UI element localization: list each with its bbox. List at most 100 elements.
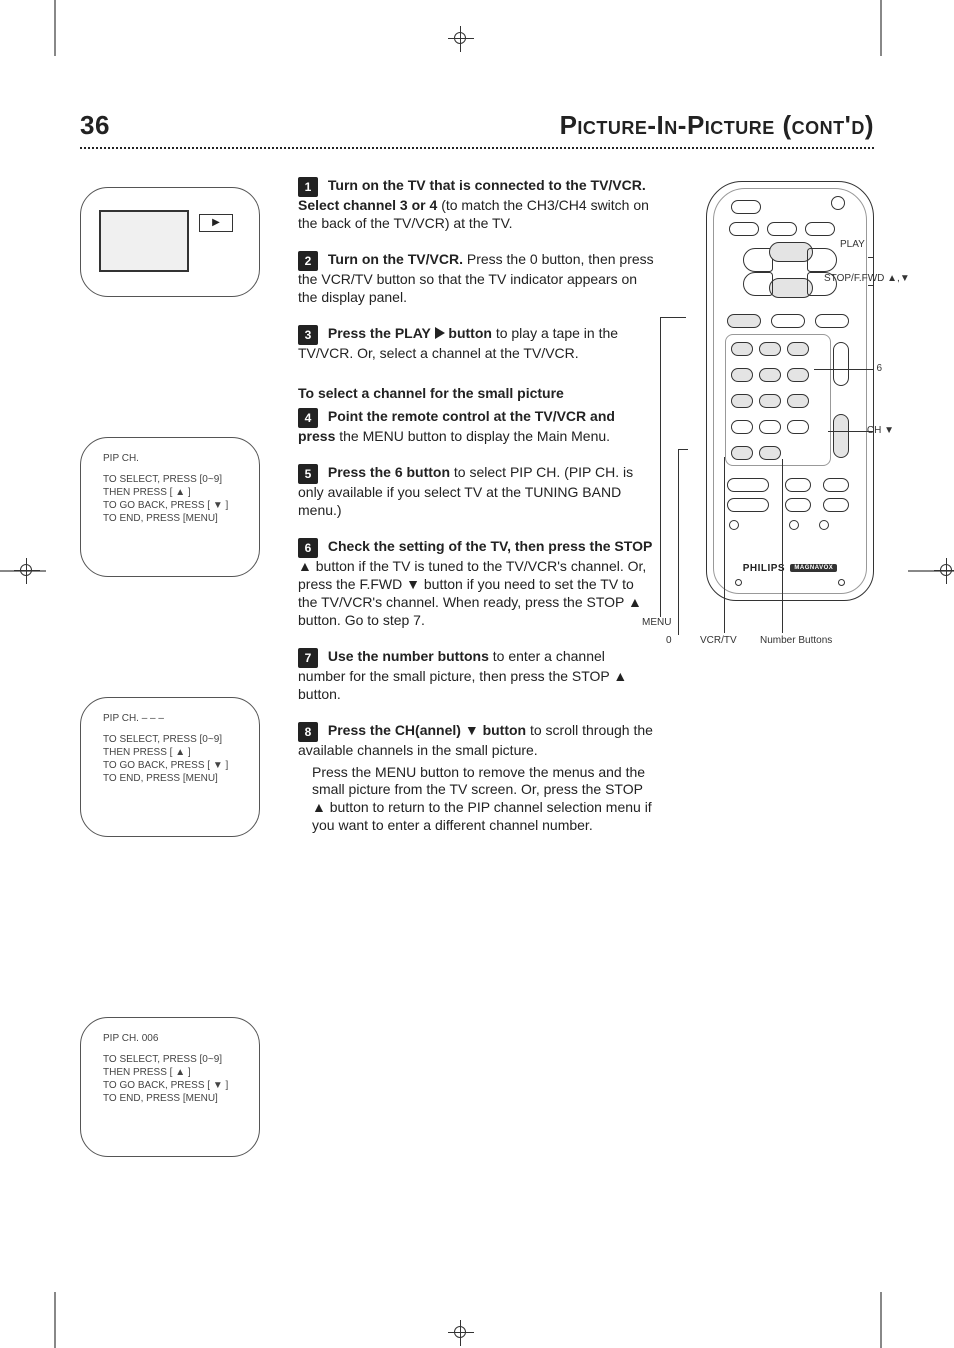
eject-button[interactable] [805,222,835,236]
step-7: 7 Use the number buttons to enter a chan… [298,648,654,704]
lead-vcrtv: VCR/TV [700,635,737,646]
num-7-button[interactable] [731,394,753,408]
num-1-button[interactable] [731,342,753,356]
num-5-button[interactable] [759,368,781,382]
rec-button[interactable] [831,196,845,210]
brand-magnavox: MAGNAVOX [790,564,837,572]
slow-button[interactable] [727,478,769,492]
num-9-button[interactable] [787,394,809,408]
step-badge-3: 3 [298,325,318,345]
plus100-button[interactable] [731,420,753,434]
dot-a-button[interactable] [729,520,739,530]
step-6-bold-a: Check the setting of the [328,538,487,554]
vcrtv-button[interactable] [759,446,781,460]
tv-screen-pip: ▶ [80,187,260,297]
lead-stop-ffwd: STOP/F.FWD ▲,▼ [824,273,914,284]
ch-up-button[interactable] [833,342,849,386]
clk-button[interactable] [771,314,805,328]
page-number: 36 [80,110,110,141]
num-0-button[interactable] [731,446,753,460]
osd-line: PIP CH. – – – [103,712,237,725]
dot-b-button[interactable] [789,520,799,530]
step-6-bold-b: TV, then press the STOP [490,538,652,554]
power-button[interactable] [731,200,761,214]
menu-button[interactable] [727,314,761,328]
game-button[interactable] [785,478,811,492]
osd-line: TO END, PRESS [MENU] [103,772,237,785]
crop-mark [54,1292,56,1348]
osd-line: TO GO BACK, PRESS [ ▼ ] [103,1079,237,1092]
lead-zero: 0 [666,635,672,646]
step-badge-2: 2 [298,251,318,271]
ch-down-button[interactable] [833,414,849,458]
step-3-bold-b: button [448,325,492,341]
speed-button[interactable] [815,314,849,328]
step-1: 1 Turn on the TV that is connected to th… [298,177,654,233]
step-badge-5: 5 [298,464,318,484]
osd-line: TO SELECT, PRESS [0~9] [103,733,237,746]
remote-hole-left [735,579,742,586]
osd-line: THEN PRESS [ ▲ ] [103,486,237,499]
num-3-button[interactable] [787,342,809,356]
page-title: Picture-In-Picture (cont'd) [560,110,874,141]
osd-line: PIP CH. 006 [103,1032,237,1045]
osd-line: TO END, PRESS [MENU] [103,512,237,525]
step-5-bold: Press the 6 button [328,464,450,480]
step-7-bold: Use the number buttons [328,648,489,664]
remote-brand: PHILIPS MAGNAVOX [707,563,873,574]
step-badge-7: 7 [298,648,318,668]
num-4-button[interactable] [731,368,753,382]
ffwd-button[interactable] [807,248,837,272]
osd-line: THEN PRESS [ ▲ ] [103,1066,237,1079]
osd-line: PIP CH. [103,452,237,465]
slow-rev-button[interactable] [743,272,773,296]
step-3-bold: Press the PLAY [328,325,435,341]
step-6: 6 Check the setting of the TV, then pres… [298,538,654,630]
tv-screen-menu-2: PIP CH. – – – TO SELECT, PRESS [0~9] THE… [80,697,260,837]
pip-small-window: ▶ [199,214,233,232]
step-3: 3 Press the PLAY button to play a tape i… [298,325,654,363]
step-badge-6: 6 [298,538,318,558]
tv-screen-menu-3: PIP CH. 006 TO SELECT, PRESS [0~9] THEN … [80,1017,260,1157]
remote-column: PHILIPS MAGNAVOX PLAY STOP/F.FWD ▲,▼ MEN… [664,177,874,1157]
vol-up-button[interactable] [785,498,811,512]
step-8-bold-b: button [483,722,527,738]
osd-line: TO SELECT, PRESS [0~9] [103,1053,237,1066]
left-callout-column: ▶ PIP CH. TO SELECT, PRESS [0~9] THEN PR… [80,177,280,1157]
step-2-text-a: Press the 0 button, then [467,251,616,267]
display-button[interactable] [767,222,797,236]
tv-screen-menu-1: PIP CH. TO SELECT, PRESS [0~9] THEN PRES… [80,437,260,577]
subhead-select-channel: To select a channel for the small pictur… [298,385,654,403]
sleep-button[interactable] [729,222,759,236]
crop-mark [880,1292,882,1348]
step-8-bold-a: Press the CH(annel) ▼ [328,722,479,738]
step-6-text: ▲ button if the TV is tuned to the TV/VC… [298,558,646,628]
dot-c-button[interactable] [819,520,829,530]
memory-button[interactable] [787,420,809,434]
step-badge-1: 1 [298,177,318,197]
num-6-button[interactable] [787,368,809,382]
lead-number-buttons: Number Buttons [760,635,850,646]
lead-ch-down: CH ▼ [867,425,894,436]
crop-mark [880,0,882,56]
step-5: 5 Press the 6 button to select PIP CH. (… [298,464,654,520]
num-8-button[interactable] [759,394,781,408]
mode-a-button[interactable] [823,478,849,492]
osd-line: TO GO BACK, PRESS [ ▼ ] [103,499,237,512]
step-4-text: the MENU button to display the Main Menu… [339,428,610,444]
osd-line: TO GO BACK, PRESS [ ▼ ] [103,759,237,772]
step-2-bold: Turn on the TV/VCR. [328,251,463,267]
lead-six: 6 [876,363,882,374]
osd-line: THEN PRESS [ ▲ ] [103,746,237,759]
play-glyph-small: ▶ [212,217,220,228]
header-rule [80,147,874,149]
step-4-bold-a: Point the remote control [328,408,490,424]
step-8: 8 Press the CH(annel) ▼ button to scroll… [298,722,654,836]
osd-line: TO SELECT, PRESS [0~9] [103,473,237,486]
num-2-button[interactable] [759,342,781,356]
reset-button[interactable] [727,498,769,512]
vol-down-button[interactable] [823,498,849,512]
step-8-bullet: Press the MENU button to remove the menu… [312,764,654,836]
play-icon [435,327,445,339]
search-button[interactable] [759,420,781,434]
